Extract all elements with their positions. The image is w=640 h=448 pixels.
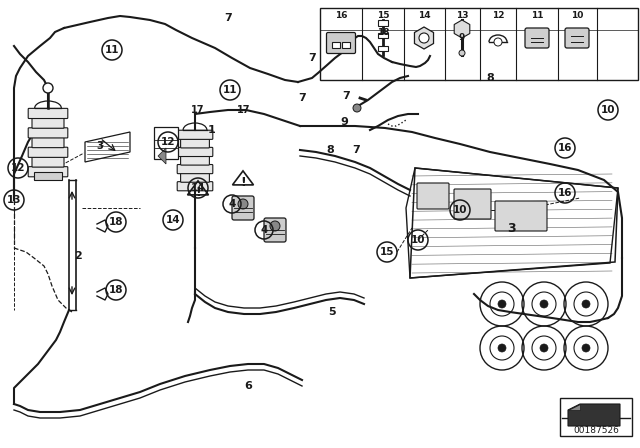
- Polygon shape: [568, 404, 580, 410]
- Text: 9: 9: [459, 33, 465, 42]
- Text: 18: 18: [377, 27, 389, 36]
- Circle shape: [498, 300, 506, 308]
- Text: 10: 10: [601, 105, 615, 115]
- FancyBboxPatch shape: [177, 147, 212, 156]
- Text: 10: 10: [452, 205, 467, 215]
- Circle shape: [419, 33, 429, 43]
- Text: 16: 16: [557, 143, 572, 153]
- Text: 7: 7: [342, 91, 350, 101]
- FancyBboxPatch shape: [32, 138, 64, 148]
- FancyBboxPatch shape: [154, 127, 178, 159]
- Text: 18: 18: [109, 285, 124, 295]
- Text: 00187526: 00187526: [573, 426, 619, 435]
- FancyBboxPatch shape: [177, 130, 212, 139]
- Circle shape: [540, 300, 548, 308]
- FancyBboxPatch shape: [177, 164, 212, 174]
- Circle shape: [238, 199, 248, 209]
- FancyBboxPatch shape: [342, 42, 350, 48]
- Circle shape: [582, 344, 590, 352]
- Circle shape: [498, 344, 506, 352]
- FancyBboxPatch shape: [326, 33, 355, 53]
- Text: 11: 11: [531, 10, 543, 20]
- Text: 6: 6: [244, 381, 252, 391]
- Text: 15: 15: [377, 10, 389, 20]
- FancyBboxPatch shape: [417, 183, 449, 209]
- Bar: [320, 8, 638, 80]
- FancyBboxPatch shape: [28, 128, 68, 138]
- FancyBboxPatch shape: [34, 172, 62, 180]
- Polygon shape: [158, 148, 166, 164]
- Text: 1: 1: [208, 125, 216, 135]
- Circle shape: [459, 50, 465, 56]
- FancyBboxPatch shape: [565, 28, 589, 48]
- Circle shape: [582, 300, 590, 308]
- Text: 12: 12: [492, 10, 504, 20]
- Text: 18: 18: [109, 217, 124, 227]
- FancyBboxPatch shape: [180, 156, 209, 165]
- Circle shape: [270, 221, 280, 231]
- FancyBboxPatch shape: [378, 33, 388, 38]
- Text: 12: 12: [11, 163, 25, 173]
- Text: 3: 3: [97, 141, 104, 151]
- Text: 14: 14: [191, 183, 205, 193]
- FancyBboxPatch shape: [525, 28, 549, 48]
- Text: 4: 4: [260, 225, 268, 235]
- Text: 16: 16: [335, 10, 348, 20]
- FancyBboxPatch shape: [332, 42, 340, 48]
- Text: !: !: [240, 176, 246, 189]
- Circle shape: [353, 104, 361, 112]
- Text: ε: ε: [100, 139, 104, 148]
- Text: 7: 7: [298, 93, 306, 103]
- Polygon shape: [568, 404, 620, 426]
- Text: 8: 8: [326, 145, 334, 155]
- Text: 3: 3: [508, 221, 516, 234]
- FancyBboxPatch shape: [180, 139, 209, 148]
- FancyBboxPatch shape: [378, 20, 388, 26]
- FancyBboxPatch shape: [177, 181, 212, 191]
- Text: 17: 17: [237, 105, 251, 115]
- Text: 4: 4: [228, 199, 236, 209]
- FancyBboxPatch shape: [32, 118, 64, 128]
- Text: 10: 10: [411, 235, 425, 245]
- Text: 12: 12: [161, 137, 175, 147]
- FancyBboxPatch shape: [454, 189, 491, 219]
- FancyBboxPatch shape: [232, 196, 254, 220]
- Text: 15: 15: [380, 247, 394, 257]
- FancyBboxPatch shape: [32, 157, 64, 167]
- Text: 11: 11: [223, 85, 237, 95]
- Text: 2: 2: [74, 251, 82, 261]
- Text: 7: 7: [308, 53, 316, 63]
- FancyBboxPatch shape: [264, 218, 286, 242]
- Text: 14: 14: [166, 215, 180, 225]
- Circle shape: [43, 83, 53, 93]
- Text: 10: 10: [571, 10, 583, 20]
- Bar: [560, 398, 632, 436]
- Text: 7: 7: [224, 13, 232, 23]
- Text: 5: 5: [328, 307, 336, 317]
- Text: 11: 11: [105, 45, 119, 55]
- Text: 13: 13: [456, 10, 468, 20]
- Text: 9: 9: [340, 117, 348, 127]
- Text: 8: 8: [486, 73, 494, 83]
- Text: !: !: [195, 185, 201, 198]
- FancyBboxPatch shape: [180, 173, 209, 182]
- Text: 13: 13: [7, 195, 21, 205]
- FancyBboxPatch shape: [28, 108, 68, 119]
- Circle shape: [540, 344, 548, 352]
- Text: 7: 7: [352, 145, 360, 155]
- FancyBboxPatch shape: [28, 167, 68, 177]
- FancyBboxPatch shape: [495, 201, 547, 231]
- FancyBboxPatch shape: [378, 46, 388, 51]
- Text: 16: 16: [557, 188, 572, 198]
- Text: 14: 14: [418, 10, 430, 20]
- Text: 17: 17: [191, 105, 205, 115]
- FancyBboxPatch shape: [28, 147, 68, 157]
- Circle shape: [494, 38, 502, 46]
